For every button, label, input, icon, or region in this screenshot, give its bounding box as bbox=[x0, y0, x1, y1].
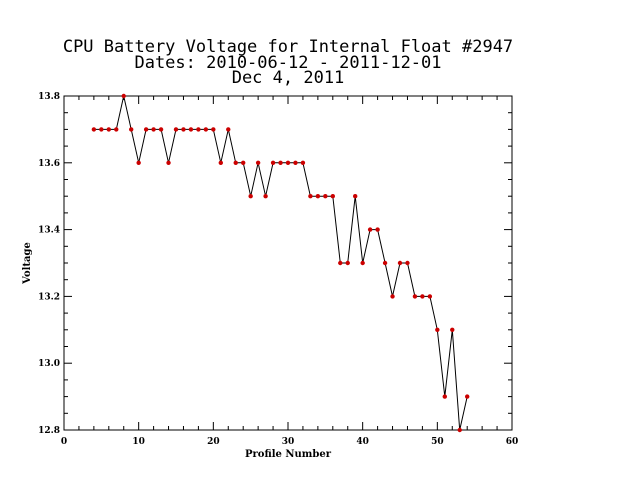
x-tick-label: 20 bbox=[207, 437, 220, 447]
chart-title-line-1: CPU Battery Voltage for Internal Float #… bbox=[63, 37, 513, 57]
data-point bbox=[233, 160, 238, 165]
data-point bbox=[129, 127, 134, 132]
data-point bbox=[345, 260, 350, 266]
series-voltage bbox=[91, 93, 470, 433]
y-tick-label: 13.0 bbox=[38, 359, 60, 369]
data-point bbox=[293, 160, 298, 165]
data-point bbox=[203, 127, 209, 132]
data-point bbox=[457, 427, 462, 433]
data-point bbox=[375, 227, 380, 232]
data-point bbox=[427, 294, 433, 299]
data-point bbox=[412, 294, 418, 299]
x-tick-label: 10 bbox=[132, 437, 145, 447]
chart-title-line-2: Dates: 2010-06-12 - 2011-12-01 bbox=[134, 53, 441, 73]
data-point bbox=[338, 260, 343, 266]
data-point bbox=[323, 194, 328, 199]
x-axis-label: Profile Number bbox=[245, 449, 332, 460]
data-point bbox=[255, 160, 261, 165]
data-point bbox=[390, 294, 395, 299]
data-point bbox=[151, 127, 156, 132]
y-tick-label: 13.4 bbox=[38, 226, 60, 236]
data-point bbox=[285, 160, 291, 165]
data-point bbox=[241, 160, 246, 165]
data-point bbox=[196, 127, 201, 132]
y-tick-label: 13.6 bbox=[38, 159, 60, 169]
series-line bbox=[93, 95, 468, 431]
data-point bbox=[330, 194, 335, 199]
axis-ticks bbox=[63, 95, 513, 431]
data-point bbox=[226, 127, 231, 132]
x-tick-label: 60 bbox=[506, 437, 519, 447]
chart-title-line-3: Dec 4, 2011 bbox=[232, 68, 345, 88]
data-point bbox=[211, 127, 216, 132]
data-point bbox=[91, 127, 97, 132]
data-point bbox=[442, 394, 447, 399]
y-axis-label: Voltage bbox=[22, 242, 33, 285]
data-point bbox=[181, 127, 186, 132]
data-point bbox=[188, 127, 194, 132]
data-point bbox=[278, 160, 283, 165]
x-tick-label: 40 bbox=[356, 437, 369, 447]
data-point bbox=[248, 194, 253, 199]
data-point bbox=[300, 160, 306, 165]
data-point bbox=[353, 194, 358, 199]
data-point bbox=[308, 194, 313, 199]
data-point bbox=[360, 260, 365, 266]
y-tick-label: 13.8 bbox=[38, 92, 60, 102]
y-tick-label: 13.2 bbox=[38, 292, 60, 302]
y-tick-labels: 12.8 13.0 13.2 13.4 13.6 13.8 bbox=[38, 92, 60, 436]
plot-frame bbox=[63, 95, 513, 431]
data-point bbox=[270, 160, 276, 165]
data-point bbox=[465, 394, 470, 399]
data-point bbox=[405, 260, 410, 266]
x-tick-label: 50 bbox=[431, 437, 444, 447]
data-point bbox=[99, 127, 104, 132]
data-point bbox=[315, 194, 321, 199]
data-point bbox=[121, 93, 126, 99]
data-point bbox=[382, 260, 388, 266]
data-point bbox=[420, 294, 425, 299]
data-point bbox=[173, 127, 179, 132]
data-point bbox=[218, 160, 223, 165]
data-point bbox=[450, 327, 455, 332]
x-tick-label: 30 bbox=[282, 437, 295, 447]
y-tick-label: 12.8 bbox=[38, 426, 60, 436]
data-point bbox=[435, 327, 440, 332]
data-point bbox=[158, 127, 164, 132]
x-tick-label: 0 bbox=[61, 437, 67, 447]
data-point bbox=[114, 127, 119, 132]
data-point bbox=[143, 127, 149, 132]
data-point bbox=[166, 160, 171, 165]
data-point bbox=[367, 227, 373, 232]
data-point bbox=[106, 127, 112, 132]
data-point bbox=[397, 260, 403, 266]
x-tick-labels: 0 10 20 30 40 50 60 bbox=[61, 437, 518, 447]
data-point bbox=[263, 194, 268, 199]
data-point bbox=[136, 160, 141, 165]
